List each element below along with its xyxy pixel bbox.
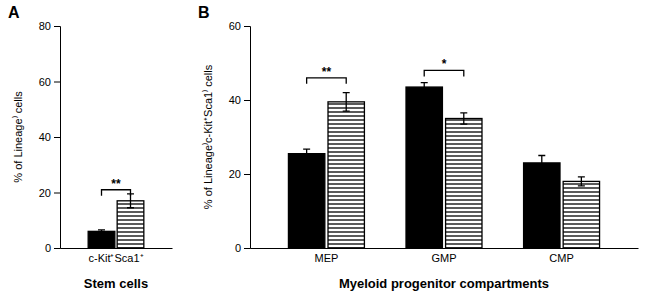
y-tick: 20: [39, 187, 60, 199]
y-axis-title: % of Lineage⁾ cells: [12, 91, 24, 183]
significance-label: **: [111, 177, 121, 191]
error-bar: [343, 93, 350, 112]
y-tick-label: 0: [45, 242, 51, 254]
panel: 0204060MEPGMPCMP***Myeloid progenitor co…: [198, 4, 639, 291]
y-tick: 20: [229, 168, 250, 180]
panel-label: A: [8, 4, 20, 21]
y-tick: 0: [235, 242, 250, 254]
x-tick-label: c-Kit⁺Sca1⁺: [88, 252, 143, 264]
y-tick-mark: [54, 248, 60, 249]
y-axis: 0 20 40 60: [229, 20, 251, 254]
x-axis-title: Stem cells: [84, 276, 148, 291]
y-tick: 40: [39, 131, 60, 143]
y-tick-label: 60: [39, 76, 51, 88]
y-tick-mark: [244, 100, 250, 101]
error-bar: [460, 113, 467, 124]
x-tick-label: CMP: [549, 252, 573, 264]
y-tick-label: 40: [229, 94, 241, 106]
y-tick: 0: [45, 242, 60, 254]
y-tick-mark: [244, 26, 250, 27]
y-tick: 60: [229, 20, 250, 32]
y-axis-line: [54, 27, 61, 249]
y-tick-mark: [244, 174, 250, 175]
error-bar: [538, 156, 545, 171]
x-axis: c-Kit⁺Sca1⁺: [61, 248, 173, 264]
x-tick: CMP: [549, 248, 573, 264]
chart: 0 20 40 60 80 c-Kit⁺Sca1⁺ ** Stem cells % of Lin…: [0, 0, 650, 305]
y-tick-mark: [54, 137, 60, 138]
y-tick-label: 20: [229, 168, 241, 180]
bar: [288, 154, 324, 248]
significance-label: **: [322, 65, 332, 79]
marks: [88, 190, 144, 248]
annotations: ***: [322, 57, 447, 78]
bar: [328, 102, 364, 248]
y-tick: 80: [39, 20, 60, 32]
y-axis-line: [244, 27, 251, 249]
error-bar: [303, 149, 310, 158]
error-bar: [98, 230, 105, 233]
y-tick: 60: [39, 76, 60, 88]
y-tick: 40: [229, 94, 250, 106]
y-tick-label: 0: [235, 242, 241, 254]
error-bar: [578, 177, 585, 186]
y-tick-label: 40: [39, 131, 51, 143]
x-tick: c-Kit⁺Sca1⁺: [88, 248, 143, 264]
y-tick-mark: [54, 193, 60, 194]
bar: [524, 163, 560, 248]
y-tick-label: 20: [39, 187, 51, 199]
annotations: **: [111, 177, 121, 191]
y-tick-mark: [54, 82, 60, 83]
x-tick-label: MEP: [315, 252, 339, 264]
x-tick: MEP: [315, 248, 339, 264]
x-axis-title: Myeloid progenitor compartments: [339, 276, 549, 291]
bar: [88, 231, 115, 248]
marks: [288, 70, 599, 248]
error-bar: [421, 83, 428, 92]
panel-label: B: [198, 4, 210, 21]
x-axis-line: [251, 248, 639, 249]
y-tick-label: 80: [39, 20, 51, 32]
y-axis: 0 20 40 60 80: [39, 20, 61, 254]
x-tick: GMP: [431, 248, 456, 264]
y-tick-mark: [54, 26, 60, 27]
significance-label: *: [442, 57, 447, 71]
bar: [563, 181, 599, 248]
y-tick-mark: [244, 248, 250, 249]
bar: [446, 119, 482, 249]
x-axis-line: [61, 248, 173, 249]
bar: [406, 87, 442, 248]
x-tick-label: GMP: [431, 252, 456, 264]
error-bar: [127, 194, 134, 208]
x-axis: MEP GMP CMP: [251, 248, 639, 264]
y-axis-title: % of Lineage⁾c-Kit⁺Sca1⁾ cells: [202, 64, 214, 209]
y-tick-label: 60: [229, 20, 241, 32]
panel: 0 20 40 60 80 c-Kit⁺Sca1⁺ ** Stem cells % of Lin…: [8, 4, 173, 291]
